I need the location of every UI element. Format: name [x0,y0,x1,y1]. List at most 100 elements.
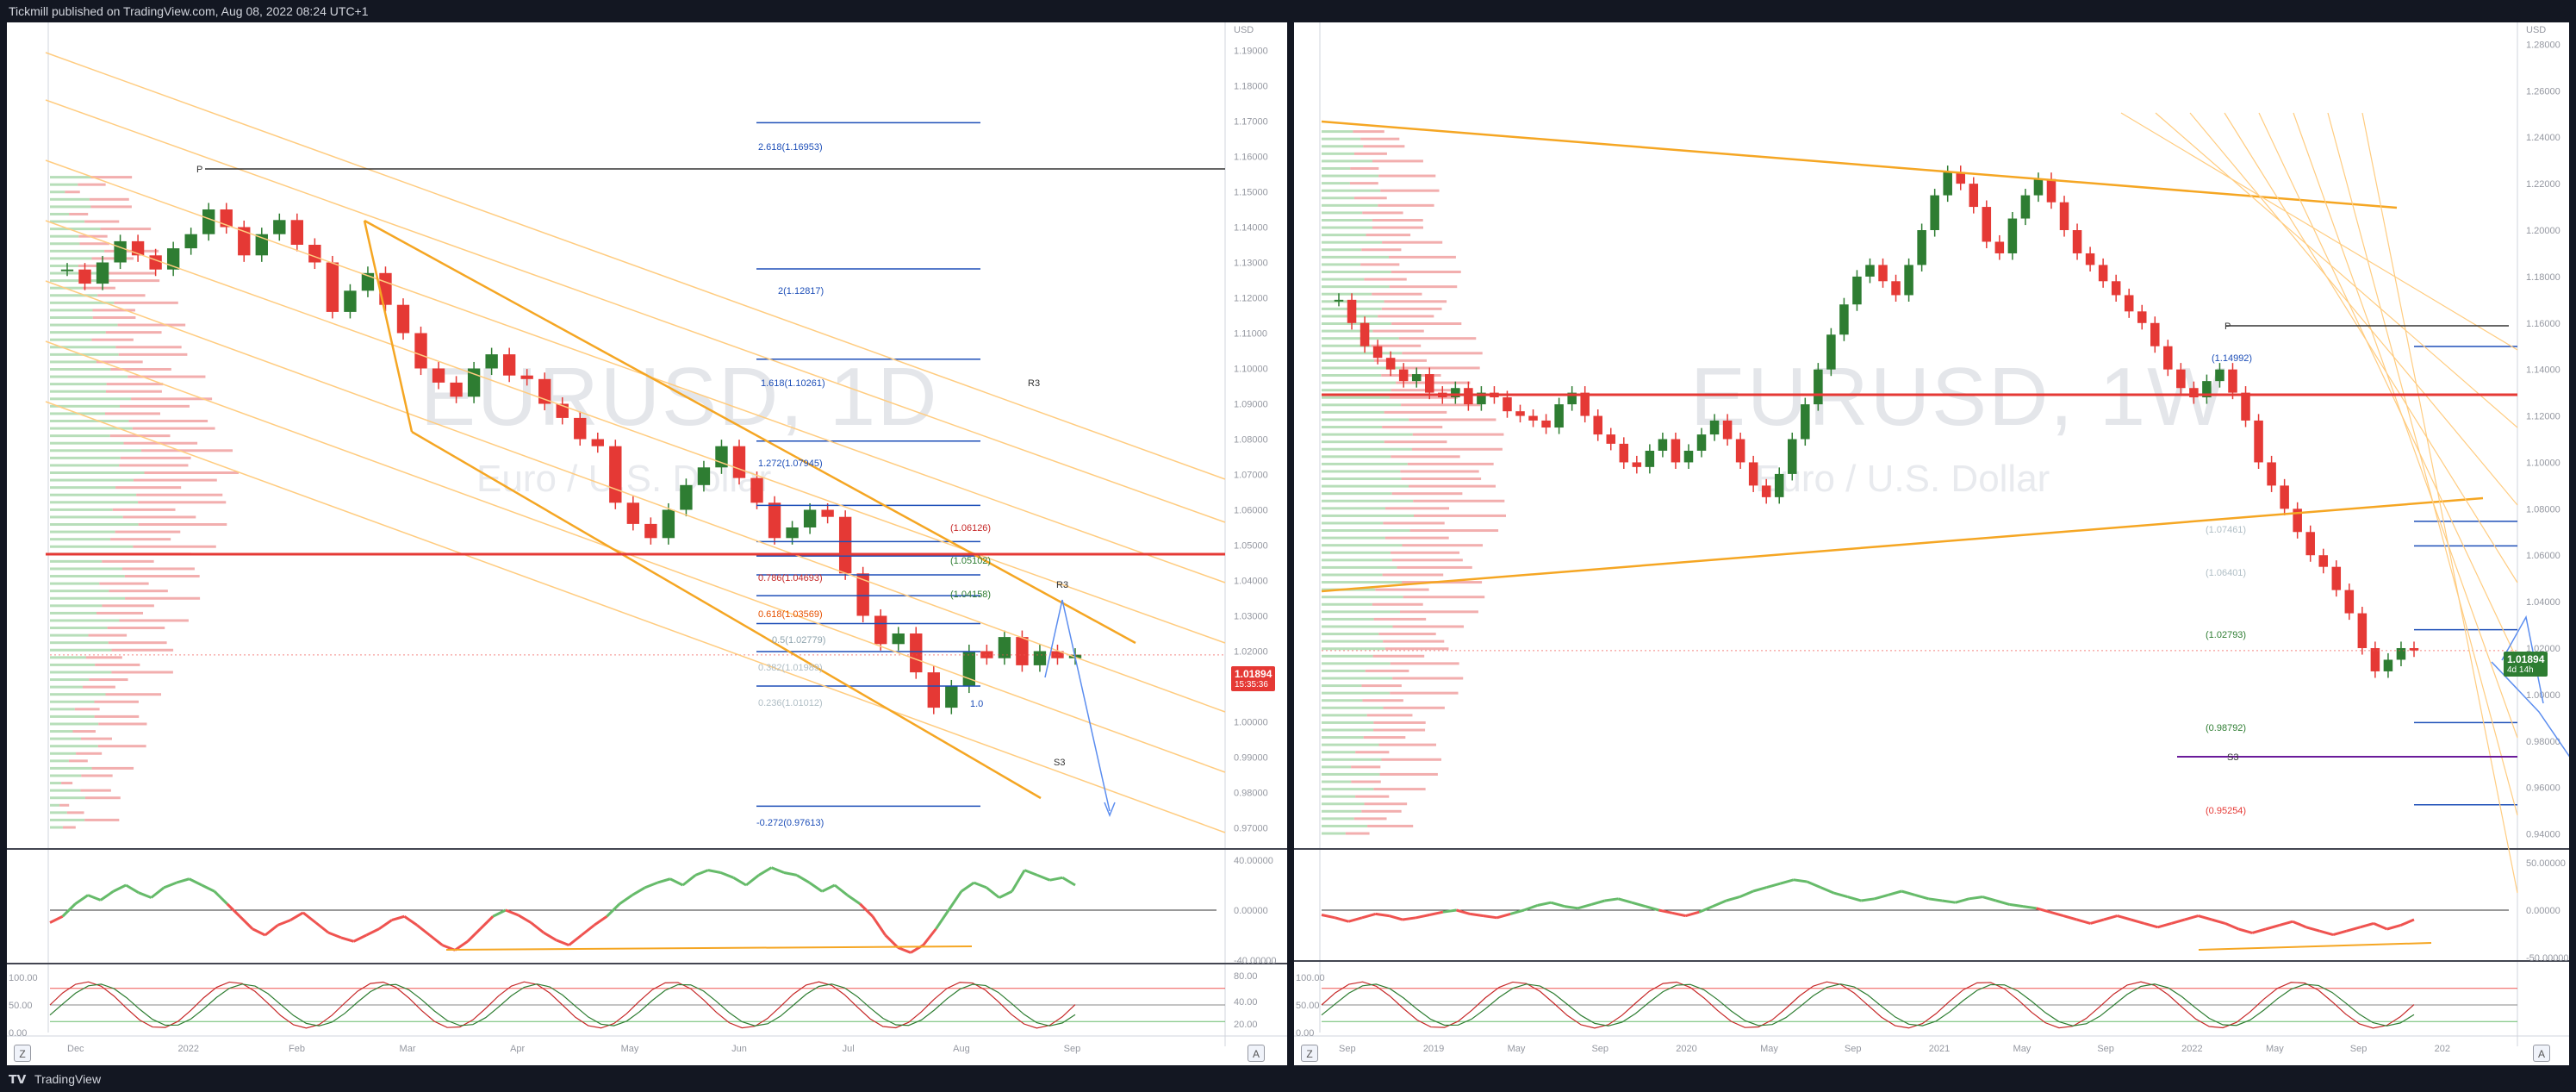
right-last-price: 1.01894 [2507,653,2545,665]
rsi-segment [1347,916,1363,923]
right-auto-scale-button[interactable]: A [2533,1045,2550,1062]
volume-profile-bar [1360,137,1400,140]
candle-body [998,637,1011,658]
volume-profile-bar [1322,640,1384,643]
rsi-segment [884,933,899,949]
price-axis-tick: 1.13000 [1234,259,1268,269]
volume-profile-bar [50,559,103,563]
rsi-segment [2346,926,2361,933]
candle-body [980,651,993,658]
volume-profile-bar [50,700,95,703]
candle-body [2396,647,2406,660]
fib-2618-label: 2.618(1.16953) [758,142,823,153]
fib-5-label: 0.5(1.02779) [772,635,825,646]
rsi-segment [302,911,317,924]
volume-profile-bar [50,737,81,740]
channel-line [2258,112,2518,661]
candle-body [1658,439,1668,451]
volume-profile-bar [95,663,140,666]
price-axis-tick: 1.12000 [1234,294,1268,304]
candle-body [1372,346,1383,359]
candle-body [149,255,162,270]
candle-body [768,502,781,539]
volume-profile-bar [1322,189,1381,192]
price-axis-tick: 1.16000 [2526,319,2560,329]
volume-profile-bar [1322,795,1356,798]
volume-profile-bar [1322,596,1403,599]
price-axis-tick: 1.24000 [2526,133,2560,143]
volume-profile-bar [138,523,227,527]
volume-profile-bar [1372,159,1423,163]
daily-chart-panel[interactable]: EURUSD, 1D Euro / U.S. Dollar 1.19000 1.1… [7,22,1287,1065]
volume-profile-bar [1363,736,1406,739]
time-axis-tick: 2021 [1929,1044,1950,1054]
volume-profile-bar [1383,521,1445,525]
price-axis-tick: 0.97000 [1234,824,1268,834]
volume-profile-bar [50,575,125,578]
candle-body [2176,369,2186,389]
rsi-segment [821,883,836,893]
price-axis-tick: 1.08000 [1234,435,1268,446]
volume-profile-bar [1391,551,1460,554]
volume-profile-bar [1373,359,1427,362]
candle-body [945,686,958,708]
stoch-d-line [1321,983,2415,1026]
candle-body [1943,172,1952,196]
volume-profile-bar [105,331,162,334]
volume-profile-bar [50,523,139,527]
candle-body [680,484,693,510]
price-axis-tick: 1.26000 [2526,86,2560,97]
right-timezone-button[interactable]: Z [1301,1045,1318,1062]
candle-body [591,439,604,446]
candle-body [750,477,763,503]
rsi-segment [61,902,77,918]
volume-profile-bar [68,759,88,763]
daily-chart-canvas[interactable]: 1.19000 1.18000 1.17000 1.16000 1.15000 1.140… [7,22,1287,1065]
rsi-segment [2198,914,2212,921]
weekly-chart-panel[interactable]: EURUSD, 1W Euro / U.S. Dollar 1.28000 1.2… [1294,22,2569,1065]
rsi-segment [707,869,721,874]
candle-body [255,234,268,256]
volume-profile-bar [1322,359,1374,362]
volume-profile-bar [72,730,96,733]
candle-body [2344,590,2355,614]
volume-profile-bar [119,619,189,622]
volume-profile-bar [1373,721,1426,724]
time-axis-tick: May [1508,1044,1526,1054]
volume-profile-bar [1366,234,1411,237]
volume-profile-bar [1382,426,1443,429]
volume-profile-bar [1407,462,1494,465]
volume-profile-bar [1322,706,1384,709]
time-axis-tick: Jun [731,1044,747,1054]
rsi-segment [632,886,646,896]
volume-profile-bar [78,264,107,267]
channel-line [45,401,1226,833]
volume-profile-bar [1391,271,1461,274]
volume-profile-bar [1373,617,1427,621]
volume-profile-bar [50,515,123,519]
volume-profile-bar [1371,344,1422,347]
candle-body [2059,202,2069,231]
volume-profile-bar [1349,182,1378,185]
volume-profile-bar [50,367,111,371]
candle-body [2215,369,2224,382]
volume-profile-bar [65,190,80,194]
volume-profile-bar [144,471,240,475]
fib-236-label: 0.236(1.01012) [758,698,823,708]
rsi-segment [2359,921,2374,929]
volume-profile-bar [1322,602,1372,606]
weekly-chart-canvas[interactable]: 1.28000 1.26000 1.24000 1.22000 1.20000 1.180… [1294,22,2569,1065]
left-timezone-button[interactable]: Z [14,1045,31,1062]
rsi-segment [1901,889,1916,896]
volume-profile-bar [1322,344,1372,347]
volume-profile-bar [1322,403,1402,407]
volume-profile-bar [1322,714,1367,717]
volume-profile-bar [1409,529,1499,533]
rsi-segment [1658,908,1673,914]
volume-profile-bar [50,774,82,777]
volume-profile-bar [84,220,120,223]
volume-profile-bar [1391,455,1460,459]
volume-profile-bar [50,176,91,179]
price-axis-tick: 1.06000 [2526,551,2560,561]
left-auto-scale-button[interactable]: A [1248,1045,1265,1062]
